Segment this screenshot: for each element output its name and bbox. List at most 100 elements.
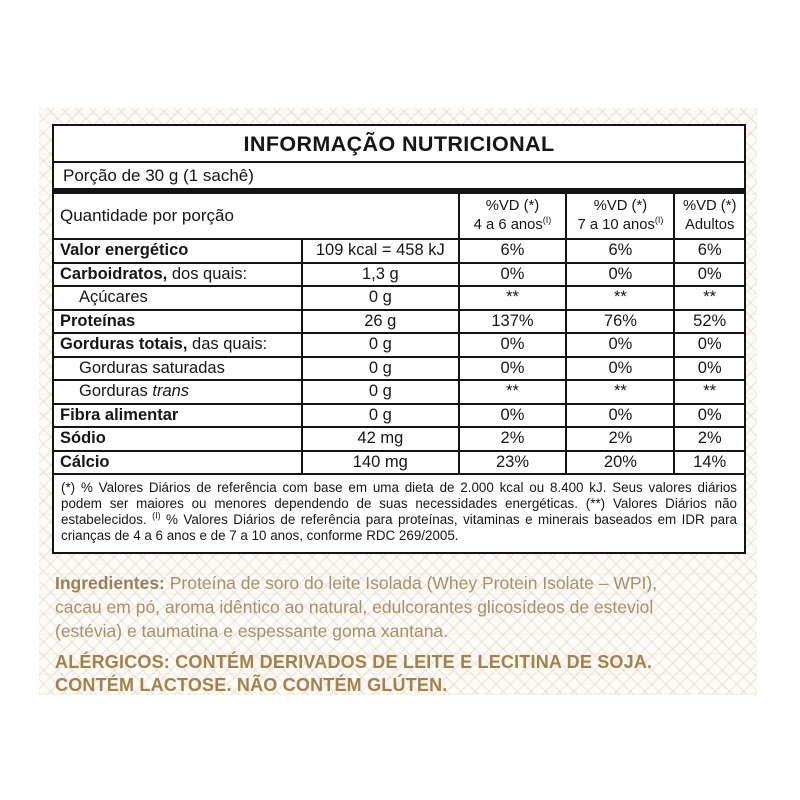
footnote-ref-sup: (I)	[542, 215, 552, 226]
nutrient-amount: 0 g	[301, 402, 459, 427]
serving-size-text: Porção de 30 g (1 sachê)	[53, 161, 745, 194]
nutrient-amount: 0 g	[301, 285, 459, 310]
nutrient-name-bold: Valor energético	[60, 241, 189, 260]
vd-value-adultos: 52%	[673, 308, 745, 333]
vd-value-4-6: 137%	[457, 308, 567, 333]
vd-value-7-10: 2%	[565, 426, 675, 451]
nutrient-name: Carboidratos, dos quais:	[53, 261, 303, 286]
ingredients-line-3: (estévia) e taumatina e espessante goma …	[55, 620, 449, 641]
nutrient-row-calcio: Cálcio 140 mg 23% 20% 14%	[53, 449, 745, 474]
nutrient-row-proteinas: Proteínas 26 g 137% 76% 52%	[53, 308, 745, 333]
ingredients-paragraph: Ingredientes: Proteína de soro do leite …	[52, 572, 746, 643]
nutrient-name-bold: Cálcio	[60, 452, 110, 471]
nutrition-facts-table: INFORMAÇÃO NUTRICIONAL Porção de 30 g (1…	[52, 124, 746, 555]
vd-value-4-6: 0%	[457, 355, 567, 380]
nutrient-name-rest: dos quais:	[167, 264, 248, 283]
nutrient-name-bold: Fibra alimentar	[60, 405, 179, 424]
nutrient-name-bold: Sódio	[60, 429, 106, 448]
nutrient-name: Sódio	[53, 426, 303, 451]
vd-header-4-6-anos: %VD (*) 4 a 6 anos(I)	[457, 191, 567, 239]
column-header-row: Quantidade por porção %VD (*) 4 a 6 anos…	[53, 191, 745, 239]
vd-value-7-10: 0%	[565, 355, 675, 380]
vd-value-adultos: 2%	[673, 426, 745, 451]
vd-header-line1: %VD (*)	[593, 197, 648, 214]
quantity-per-serving-header: Quantidade por porção	[60, 206, 234, 225]
vd-value-4-6: 0%	[457, 402, 567, 427]
vd-value-7-10: **	[565, 379, 675, 404]
vd-value-7-10: 0%	[565, 332, 675, 357]
nutrient-name: Cálcio	[53, 449, 303, 474]
allergens-line-1: ALÉRGICOS: CONTÉM DERIVADOS DE LEITE E L…	[55, 651, 653, 672]
ingredients-label: Ingredientes:	[55, 573, 165, 594]
nutrient-name: Gorduras saturadas	[53, 355, 303, 380]
nutrient-name-rest: das quais:	[187, 335, 268, 354]
vd-value-4-6: 0%	[457, 261, 567, 286]
nutrition-label-card: INFORMAÇÃO NUTRICIONAL Porção de 30 g (1…	[52, 124, 746, 697]
nutrient-name: Valor energético	[53, 238, 303, 263]
vd-value-adultos: 0%	[673, 402, 745, 427]
nutrient-row-gorduras-totais: Gorduras totais, das quais: 0 g 0% 0% 0%	[53, 332, 745, 357]
nutrient-amount: 42 mg	[301, 426, 459, 451]
nutrient-row-acucares: Açúcares 0 g ** ** **	[53, 285, 745, 310]
vd-header-line2: 7 a 10 anos	[577, 217, 655, 233]
nutrient-name-italic: trans	[152, 382, 190, 401]
vd-value-4-6: 6%	[457, 238, 567, 263]
ingredients-text: Proteína de soro do leite Isolada (Whey …	[164, 573, 658, 594]
vd-value-adultos: 0%	[673, 355, 745, 380]
ingredients-line-1: Ingredientes: Proteína de soro do leite …	[55, 572, 746, 596]
nutrient-amount: 109 kcal = 458 kJ	[301, 238, 459, 263]
vd-value-adultos: 14%	[673, 449, 745, 474]
vd-value-4-6: 2%	[457, 426, 567, 451]
table-title-row: INFORMAÇÃO NUTRICIONAL	[53, 125, 745, 162]
vd-value-4-6: **	[457, 285, 567, 310]
vd-value-4-6: 0%	[457, 332, 567, 357]
nutrient-row-gorduras-trans: Gorduras trans 0 g ** ** **	[53, 379, 745, 404]
footnote-part2: % Valores Diários de referência para pro…	[61, 512, 737, 544]
nutrient-name-bold: Proteínas	[60, 311, 136, 330]
vd-header-adultos: %VD (*) Adultos	[673, 191, 745, 239]
nutrient-amount: 1,3 g	[301, 261, 459, 286]
vd-header-line1: %VD (*)	[682, 197, 737, 214]
vd-value-7-10: 0%	[565, 402, 675, 427]
nutrient-name: Fibra alimentar	[53, 402, 303, 427]
allergens-line-2: CONTÉM LACTOSE. NÃO CONTÉM GLÚTEN.	[55, 675, 448, 696]
vd-value-adultos: 0%	[673, 261, 745, 286]
nutrient-row-valor-energetico: Valor energético 109 kcal = 458 kJ 6% 6%…	[53, 238, 745, 263]
vd-value-adultos: 6%	[673, 238, 745, 263]
vd-header-line2: Adultos	[685, 217, 735, 233]
footnote-part1: (*) % Valores Diários de referência com …	[61, 480, 737, 528]
daily-values-footnote-row: (*) % Valores Diários de referência com …	[53, 472, 745, 554]
vd-value-4-6: **	[457, 379, 567, 404]
vd-header-line2: 4 a 6 anos	[473, 217, 543, 233]
footnote-ref-sup: (I)	[654, 215, 664, 226]
daily-values-footnote: (*) % Valores Diários de referência com …	[53, 472, 745, 554]
nutrient-amount: 0 g	[301, 379, 459, 404]
nutrient-name: Gorduras totais, das quais:	[53, 332, 303, 357]
nutrient-name: Gorduras trans	[53, 379, 303, 404]
nutrient-name-rest: Gorduras	[79, 382, 153, 401]
vd-value-adultos: 0%	[673, 332, 745, 357]
vd-value-7-10: 0%	[565, 261, 675, 286]
nutrient-amount: 0 g	[301, 355, 459, 380]
vd-value-7-10: 20%	[565, 449, 675, 474]
nutrient-name-rest: Açúcares	[79, 288, 148, 307]
nutrient-name: Açúcares	[53, 285, 303, 310]
nutrient-row-carboidratos: Carboidratos, dos quais: 1,3 g 0% 0% 0%	[53, 261, 745, 286]
nutrient-name-bold: Gorduras totais,	[60, 335, 188, 354]
vd-value-7-10: 76%	[565, 308, 675, 333]
ingredients-line-2: cacau em pó, aroma idêntico ao natural, …	[55, 597, 654, 618]
footnote-ref-sup: (I)	[152, 510, 161, 521]
allergens-statement: ALÉRGICOS: CONTÉM DERIVADOS DE LEITE E L…	[52, 651, 746, 698]
nutrient-name-rest: Gorduras saturadas	[79, 358, 225, 377]
serving-size-row: Porção de 30 g (1 sachê)	[53, 161, 745, 194]
vd-value-adultos: **	[673, 379, 745, 404]
nutrient-amount: 140 mg	[301, 449, 459, 474]
nutrient-name-bold: Carboidratos,	[60, 264, 168, 283]
vd-value-7-10: **	[565, 285, 675, 310]
nutrient-amount: 26 g	[301, 308, 459, 333]
vd-value-7-10: 6%	[565, 238, 675, 263]
nutrient-row-fibra-alimentar: Fibra alimentar 0 g 0% 0% 0%	[53, 402, 745, 427]
nutrient-name: Proteínas	[53, 308, 303, 333]
vd-value-4-6: 23%	[457, 449, 567, 474]
nutrient-row-gorduras-saturadas: Gorduras saturadas 0 g 0% 0% 0%	[53, 355, 745, 380]
